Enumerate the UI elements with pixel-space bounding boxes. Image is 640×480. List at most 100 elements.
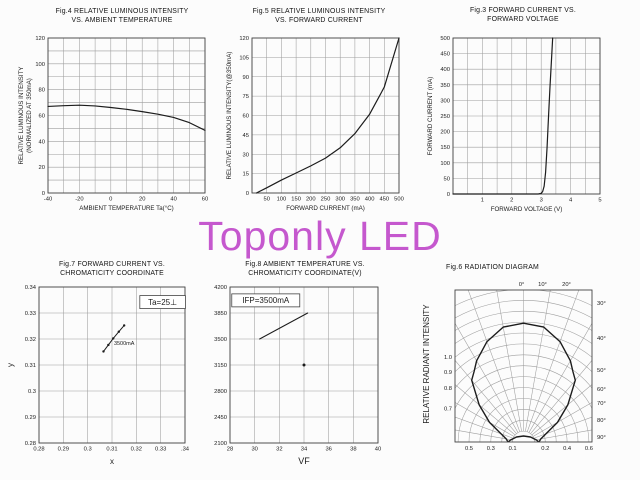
svg-text:40: 40 <box>375 447 381 453</box>
svg-text:0.3: 0.3 <box>487 446 495 452</box>
fig5-title-line1: Fig.5 RELATIVE LUMINOUS INTENSITY <box>252 8 386 15</box>
svg-text:36: 36 <box>325 447 331 453</box>
svg-text:0: 0 <box>109 197 112 203</box>
fig7-title: Fig.7 FORWARD CURRENT VS. CHROMATICITY C… <box>28 260 196 279</box>
svg-text:0.29: 0.29 <box>25 415 36 421</box>
chart-fig8: 28 30 32 34 36 38 40 2100 2450 2800 3150 3500 3850 42… <box>214 285 381 466</box>
svg-text:-20: -20 <box>75 197 83 203</box>
svg-text:x: x <box>110 457 114 466</box>
svg-text:0.3: 0.3 <box>28 389 36 395</box>
svg-text:20°: 20° <box>562 282 571 288</box>
svg-text:0.5: 0.5 <box>465 446 473 452</box>
fig8-title-line1: Fig.8 AMBIENT TEMPERATURE VS. <box>245 261 365 268</box>
svg-text:0.8: 0.8 <box>444 386 452 392</box>
svg-text:150: 150 <box>440 145 450 151</box>
svg-text:100: 100 <box>35 62 45 68</box>
fig5-title-line2: VS. FORWARD CURRENT <box>275 17 363 25</box>
fig8-title: Fig.8 AMBIENT TEMPERATURE VS. CHROMATICI… <box>220 260 390 279</box>
svg-text:3150: 3150 <box>214 363 227 369</box>
svg-text:1: 1 <box>481 198 484 204</box>
svg-text:150: 150 <box>291 197 301 203</box>
svg-text:60: 60 <box>202 197 208 203</box>
fig7-title-line2: CHROMATICITY COORDINATE <box>60 270 164 278</box>
svg-text:3: 3 <box>540 198 543 204</box>
svg-text:.34: .34 <box>181 447 190 453</box>
svg-text:0.1: 0.1 <box>509 446 517 452</box>
svg-text:1.0: 1.0 <box>444 355 452 361</box>
svg-text:105: 105 <box>239 55 249 61</box>
svg-text:0: 0 <box>42 191 45 197</box>
svg-text:450: 450 <box>440 52 450 58</box>
svg-text:0.32: 0.32 <box>131 447 142 453</box>
svg-text:200: 200 <box>306 197 316 203</box>
svg-text:2: 2 <box>510 198 513 204</box>
svg-text:0.33: 0.33 <box>155 447 166 453</box>
svg-text:AMBIENT TEMPERATURE Ta(°C): AMBIENT TEMPERATURE Ta(°C) <box>79 205 174 212</box>
svg-text:34: 34 <box>301 447 308 453</box>
svg-text:4200: 4200 <box>214 285 227 291</box>
svg-text:28: 28 <box>227 447 233 453</box>
svg-text:100: 100 <box>277 197 287 203</box>
svg-text:0.6: 0.6 <box>585 446 593 452</box>
fig6-title: Fig.6 RADIATION DIAGRAM <box>425 263 560 272</box>
svg-text:500: 500 <box>440 36 450 42</box>
svg-text:60: 60 <box>243 114 249 120</box>
svg-text:y: y <box>6 363 15 367</box>
svg-text:FORWARD CURRENT (mA): FORWARD CURRENT (mA) <box>427 77 434 156</box>
fig3-title: Fig.3 FORWARD CURRENT VS. FORWARD VOLTAG… <box>442 6 604 25</box>
svg-text:120: 120 <box>35 36 45 42</box>
svg-text:0.31: 0.31 <box>106 447 117 453</box>
fig4-title: Fig.4 RELATIVE LUMINOUS INTENSITY VS. AM… <box>36 7 208 26</box>
svg-text:5: 5 <box>598 198 601 204</box>
svg-text:400: 400 <box>365 197 375 203</box>
svg-text:300: 300 <box>440 98 450 104</box>
svg-text:FORWARD CURRENT (mA): FORWARD CURRENT (mA) <box>286 205 365 212</box>
svg-text:50: 50 <box>263 197 269 203</box>
fig8-title-line2: CHROMATICITY COORDINATE(V) <box>248 270 362 278</box>
svg-text:200: 200 <box>440 130 450 136</box>
svg-text:30: 30 <box>251 447 257 453</box>
svg-text:15: 15 <box>243 172 249 178</box>
svg-text:30°: 30° <box>597 301 606 307</box>
svg-text:3850: 3850 <box>214 311 227 317</box>
svg-text:350: 350 <box>350 197 360 203</box>
svg-text:0.28: 0.28 <box>33 447 44 453</box>
svg-text:Ta=25⊥: Ta=25⊥ <box>148 298 177 307</box>
fig4-title-line1: Fig.4 RELATIVE LUMINOUS INTENSITY <box>55 8 189 15</box>
svg-text:0.9: 0.9 <box>444 370 452 376</box>
svg-text:RELATIVE RADIANT INTENSITY: RELATIVE RADIANT INTENSITY <box>422 304 431 424</box>
svg-text:50°: 50° <box>597 368 606 374</box>
watermark: Toponly LED <box>198 213 442 259</box>
svg-text:0.2: 0.2 <box>541 446 549 452</box>
svg-text:60°: 60° <box>597 387 606 393</box>
svg-text:0.33: 0.33 <box>25 311 36 317</box>
fig3-title-line1: Fig.3 FORWARD CURRENT VS. <box>470 7 576 14</box>
chart-fig3: 1 2 3 4 5050100150200250300350400450500FORWA… <box>427 36 602 213</box>
fig6-title-line1: Fig.6 RADIATION DIAGRAM <box>446 264 539 271</box>
svg-text:80: 80 <box>39 88 45 94</box>
fig7-title-line1: Fig.7 FORWARD CURRENT VS. <box>59 261 165 268</box>
svg-text:250: 250 <box>321 197 331 203</box>
svg-text:3500mA: 3500mA <box>114 341 135 347</box>
svg-text:10°: 10° <box>538 282 547 288</box>
svg-text:0.32: 0.32 <box>25 337 36 343</box>
svg-text:20: 20 <box>139 197 145 203</box>
svg-text:90°: 90° <box>597 435 606 441</box>
svg-text:50: 50 <box>444 176 450 182</box>
chart-fig5: 50 100 150 200 250 300 350 400 450 500 0 15 30 45 60 75… <box>226 36 404 212</box>
svg-text:0.3: 0.3 <box>84 447 92 453</box>
svg-text:30: 30 <box>243 152 249 158</box>
svg-text:0.7: 0.7 <box>444 406 452 412</box>
svg-text:0.31: 0.31 <box>25 363 36 369</box>
svg-text:40: 40 <box>39 139 45 145</box>
svg-text:40°: 40° <box>597 336 606 342</box>
svg-text:32: 32 <box>276 447 282 453</box>
svg-text:RELATIVE LUMINOUS INTENSITY(@3: RELATIVE LUMINOUS INTENSITY(@350mA) <box>226 52 233 180</box>
svg-text:0.28: 0.28 <box>25 441 36 447</box>
svg-text:2450: 2450 <box>214 415 227 421</box>
svg-text:0.4: 0.4 <box>563 446 572 452</box>
svg-text:60: 60 <box>39 114 45 120</box>
svg-text:2800: 2800 <box>214 389 227 395</box>
